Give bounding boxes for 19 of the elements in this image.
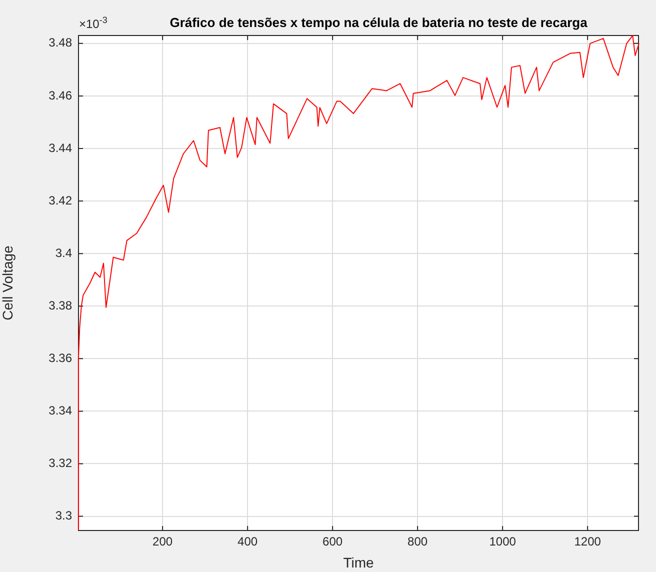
x-tick-label: 400 [238, 534, 258, 549]
chart-title: Gráfico de tensões x tempo na célula de bateria no teste de recarga [170, 15, 588, 30]
y-axis-title: Cell Voltage [0, 245, 16, 320]
y-tick-label: 3.34 [48, 404, 72, 418]
y-tick-label: 3.48 [48, 36, 72, 50]
x-tick-label: 800 [408, 534, 428, 549]
x-axis-title: Time [343, 554, 374, 570]
y-tick-label: 3.32 [48, 456, 72, 470]
x-tick-label: 200 [152, 534, 173, 549]
y-tick-label: 3.3 [55, 508, 72, 523]
y-tick-label: 3.38 [48, 298, 72, 312]
y-tick-label: 3.44 [48, 140, 72, 155]
y-tick-label: 3.42 [48, 193, 72, 208]
y-tick-label: 3.46 [48, 88, 72, 102]
x-tick-label: 1200 [574, 534, 602, 549]
x-tick-label: 600 [322, 534, 343, 549]
y-tick-label: 3.4 [55, 246, 72, 260]
y-tick-label: 3.36 [48, 350, 72, 365]
x-tick-label: 1000 [489, 534, 516, 549]
